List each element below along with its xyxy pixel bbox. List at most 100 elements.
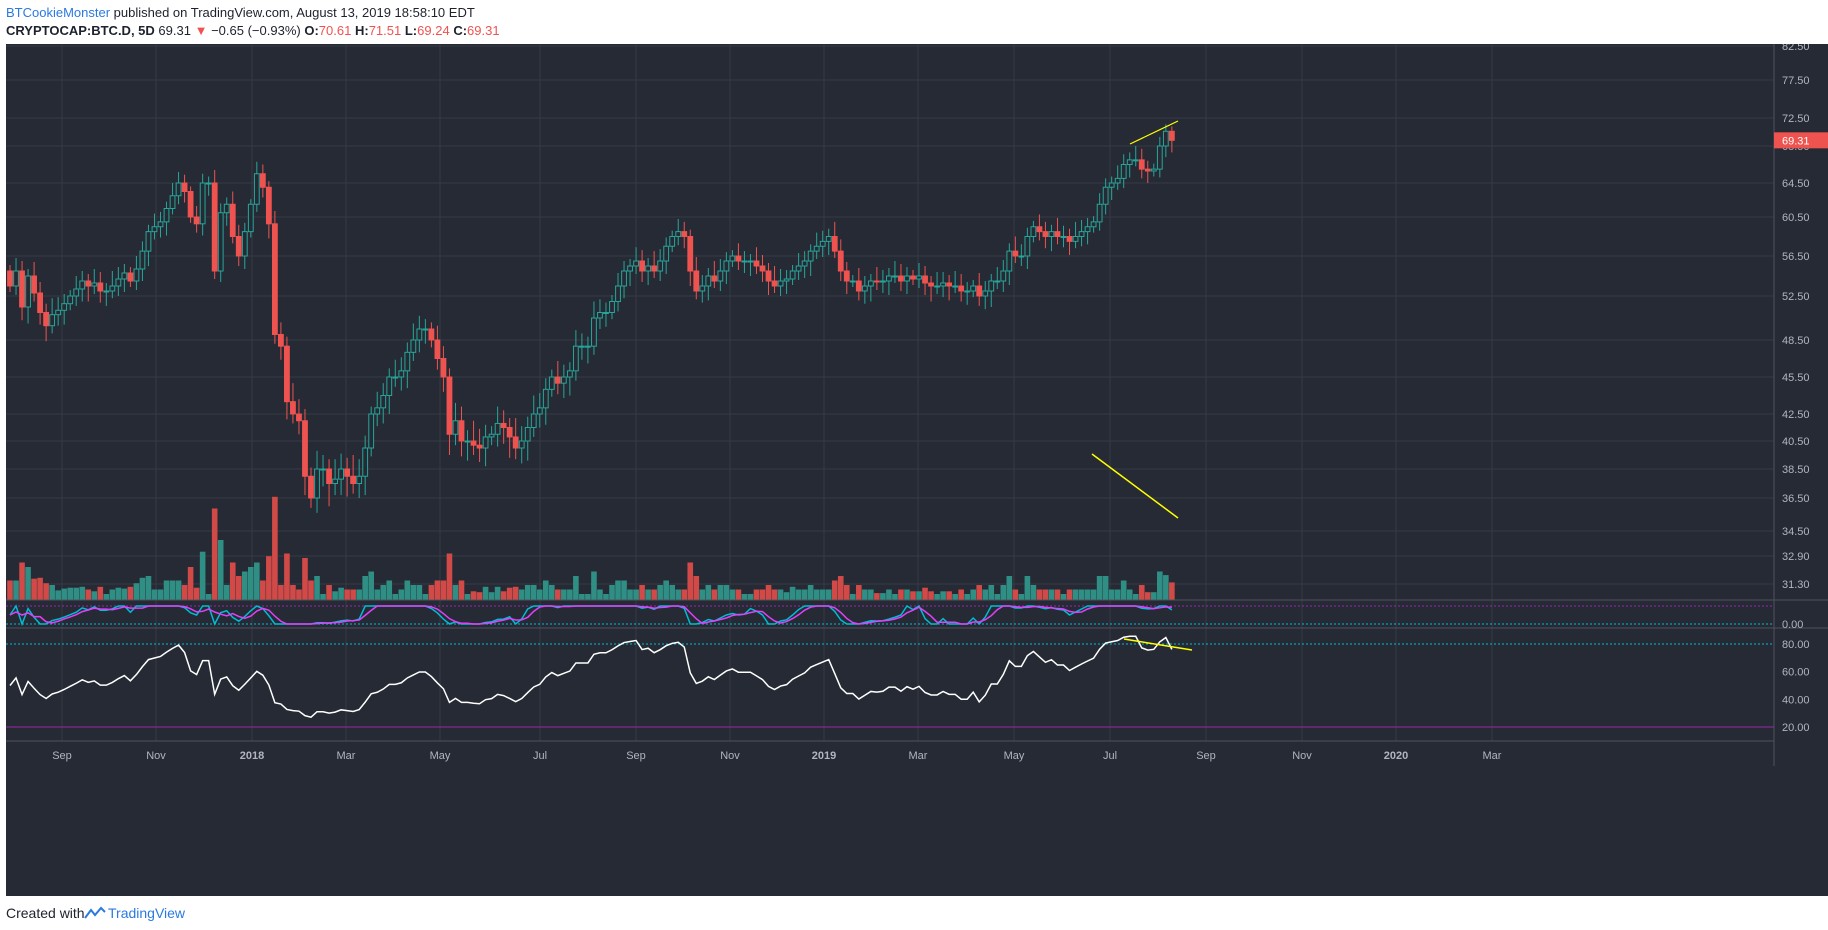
candle [566, 362, 573, 396]
candle [1096, 193, 1103, 231]
candle [151, 213, 158, 240]
price-tick-label: 72.50 [1782, 113, 1810, 125]
volume-bar [115, 587, 122, 600]
candle [1048, 224, 1055, 252]
volume-bar [187, 567, 194, 600]
change-value: −0.65 (−0.93%) [211, 23, 301, 38]
candle [326, 459, 332, 507]
author-link[interactable]: BTCookieMonster [6, 5, 111, 20]
volume-bar [278, 585, 284, 600]
candle [308, 467, 314, 508]
volume-bar [25, 567, 31, 600]
candle [217, 203, 224, 282]
rsi-line [9, 635, 1173, 719]
volume-bar [386, 580, 393, 600]
volume-bar [934, 594, 940, 600]
candle [344, 457, 351, 497]
volume-bar [850, 594, 856, 600]
candle [97, 272, 104, 303]
volume-bar [1138, 585, 1145, 600]
volume-bar [338, 587, 344, 600]
volume-trendline [1091, 453, 1179, 519]
candle [597, 299, 603, 329]
candle [536, 393, 543, 428]
candle [85, 274, 92, 302]
volume-bar [801, 589, 808, 600]
candle [37, 282, 44, 325]
volume-bar [1090, 589, 1097, 600]
tradingview-link[interactable]: TradingView [108, 905, 186, 921]
candle [133, 256, 140, 290]
chart-background [6, 44, 1774, 896]
volume-bar [880, 593, 886, 600]
volume-bar [302, 558, 308, 600]
volume-bar [765, 585, 772, 600]
candle [259, 164, 266, 198]
volume-bar [964, 594, 970, 600]
volume-bar [940, 591, 946, 600]
volume-bar [272, 496, 278, 600]
candle [302, 409, 308, 496]
price-tick-label: 32.90 [1782, 551, 1810, 563]
candle [572, 330, 579, 381]
candle [1156, 136, 1163, 178]
volume-bar [585, 594, 591, 600]
candle [157, 211, 164, 238]
candle [362, 435, 369, 496]
volume-bar [1108, 589, 1115, 600]
volume-bar [254, 562, 260, 600]
volume-bar [139, 577, 146, 600]
volume-bar [549, 585, 555, 600]
volume-bar [952, 594, 958, 600]
candle [759, 255, 766, 282]
price-tick-label: 77.50 [1782, 75, 1810, 87]
volume-bar [109, 589, 116, 600]
price-tick-label: 45.50 [1782, 372, 1810, 384]
volume-bar [729, 589, 736, 600]
candle [109, 271, 116, 299]
volume-bar [205, 594, 212, 600]
candle [416, 315, 423, 353]
volume-bar [904, 589, 910, 600]
candle [193, 205, 200, 233]
candle [43, 303, 50, 342]
high-value: 71.51 [368, 23, 402, 38]
volume-bar [1012, 589, 1019, 600]
volume-bar [31, 578, 37, 600]
rsi-tick-label: 40.00 [1782, 694, 1810, 706]
symbol-name[interactable]: CRYPTOCAP:BTC.D, 5D [6, 23, 155, 38]
candle [271, 211, 278, 344]
candle [952, 271, 959, 293]
candle [795, 253, 802, 280]
volume-bar [290, 585, 296, 600]
price-tick-label: 64.50 [1782, 178, 1810, 190]
volume-bar [67, 587, 73, 600]
volume-bar [344, 589, 350, 600]
volume-bar [862, 589, 868, 600]
volume-bar [19, 562, 25, 600]
time-tick-label: Mar [337, 750, 356, 762]
price-tick-label: 52.50 [1782, 291, 1810, 303]
candle [530, 395, 537, 437]
volume-bar [145, 576, 152, 600]
candle [253, 161, 260, 212]
time-tick-label: Nov [1292, 750, 1312, 762]
volume-bar [573, 576, 579, 600]
volume-bar [663, 580, 669, 600]
price-tick-label: 82.50 [1782, 44, 1810, 53]
volume-bar [416, 585, 423, 600]
volume-bar [506, 587, 513, 600]
volume-bar [542, 580, 549, 600]
candle [1132, 146, 1139, 167]
volume-bar [1126, 589, 1133, 600]
candle [175, 171, 182, 205]
price-chart[interactable]: 82.5077.5072.5068.5064.5060.5056.5052.50… [0, 44, 1828, 896]
volume-bar [753, 589, 760, 600]
candle [494, 406, 501, 447]
volume-bar [199, 551, 206, 600]
candle [1072, 221, 1079, 249]
volume-bar [133, 583, 140, 600]
volume-bar [61, 588, 67, 600]
chart-header: BTCookieMonster published on TradingView… [0, 0, 1828, 44]
volume-bar [675, 589, 682, 600]
